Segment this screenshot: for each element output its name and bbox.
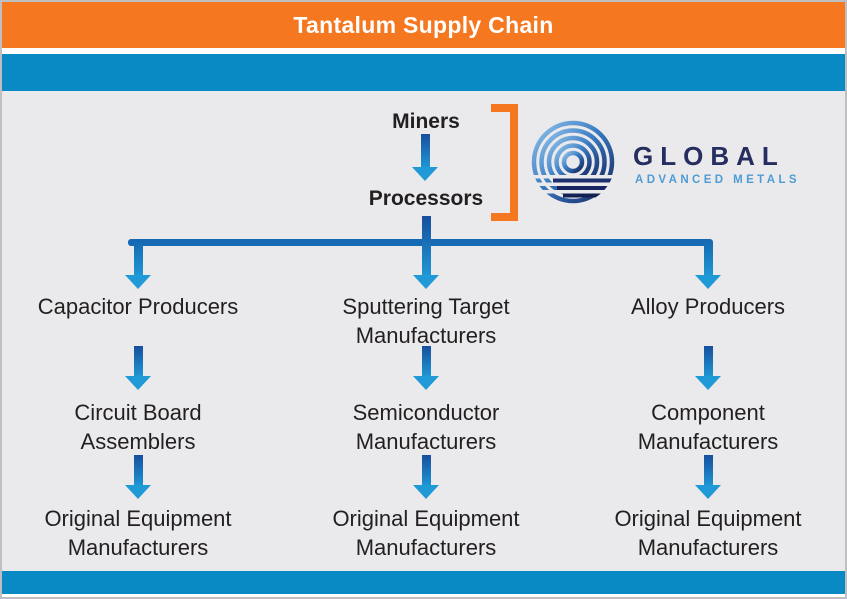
bracket-icon [491, 104, 518, 221]
node-circuit-board-assemblers: Circuit Board Assemblers [74, 400, 202, 454]
arrow-head [695, 376, 721, 390]
node-sputtering-target-manufacturers: Sputtering Target Manufacturers [342, 294, 510, 348]
branch-arrow-left-icon [125, 242, 151, 289]
arrow-shaft [703, 242, 713, 276]
arrow-head [413, 485, 439, 499]
logo: GLOBAL ADVANCED METALS [529, 118, 800, 206]
miners-to-processors-arrow-icon [412, 134, 438, 181]
logo-tagline: ADVANCED METALS [635, 173, 800, 186]
arrow-head [125, 275, 151, 289]
arrow-head [125, 376, 151, 390]
logo-name: GLOBAL [633, 140, 785, 171]
node-oem-right: Original Equipment Manufacturers [614, 506, 802, 560]
arrow-shaft [421, 216, 431, 276]
arrow-head [413, 376, 439, 390]
arrow-head [695, 485, 721, 499]
flow-arrow-icon [695, 346, 721, 390]
node-component-manufacturers: Component Manufacturers [637, 400, 779, 454]
arrow-shaft [420, 134, 430, 168]
arrow-shaft [421, 455, 431, 486]
flow-arrow-icon [413, 346, 439, 390]
node-capacitor-producers: Capacitor Producers [37, 294, 239, 319]
node-alloy-producers: Alloy Producers [630, 294, 786, 319]
arrow-shaft [133, 242, 143, 276]
flow-arrow-icon [695, 455, 721, 499]
flow-arrow-icon [413, 455, 439, 499]
logo-text: GLOBAL ADVANCED METALS [633, 139, 800, 186]
title-bar: Tantalum Supply Chain [2, 2, 845, 48]
flow-arrow-icon [125, 455, 151, 499]
node-semiconductor-manufacturers: Semiconductor Manufacturers [352, 400, 500, 454]
arrow-head [412, 167, 438, 181]
swirl-logo-icon [531, 120, 615, 204]
node-miners: Miners [392, 110, 460, 133]
branch-connector-line [128, 239, 713, 246]
arrow-shaft [133, 346, 143, 377]
arrow-shaft [703, 455, 713, 486]
arrow-head [695, 275, 721, 289]
top-accent-bar [2, 54, 845, 91]
flow-arrow-icon [125, 346, 151, 390]
node-oem-center: Original Equipment Manufacturers [332, 506, 520, 560]
page-title: Tantalum Supply Chain [293, 11, 554, 38]
node-oem-left: Original Equipment Manufacturers [44, 506, 232, 560]
arrow-shaft [703, 346, 713, 377]
diagram-canvas: Miners Processors [2, 91, 845, 571]
node-processors: Processors [368, 187, 484, 210]
arrow-head [125, 485, 151, 499]
bottom-accent-bar [2, 571, 845, 594]
arrow-head [413, 275, 439, 289]
branch-arrow-right-icon [695, 242, 721, 289]
arrow-shaft [421, 346, 431, 377]
arrow-shaft [133, 455, 143, 486]
processors-to-center-arrow-icon [413, 216, 439, 289]
